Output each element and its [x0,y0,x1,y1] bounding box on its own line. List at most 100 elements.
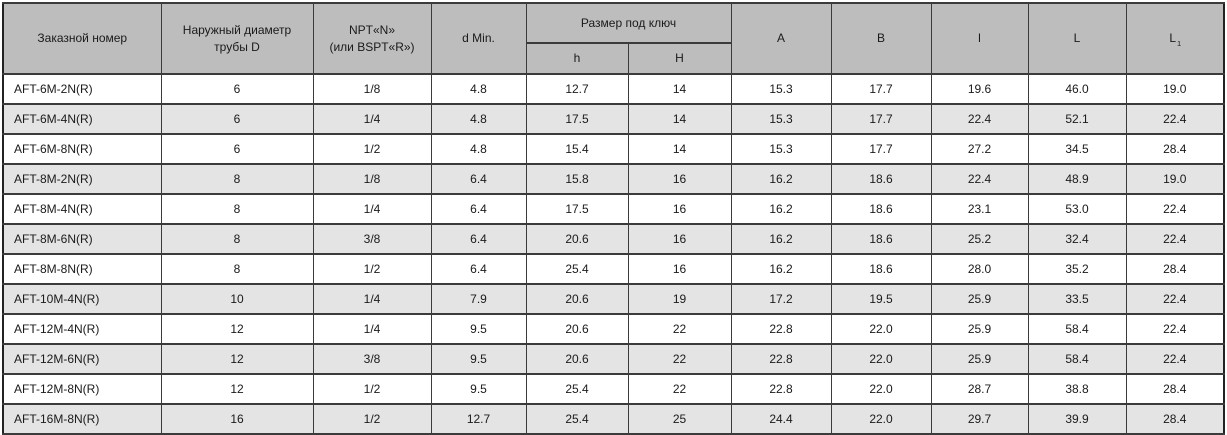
order-number-cell: AFT-16M-8N(R) [2,403,162,435]
value-cell: 25.9 [930,343,1029,375]
value-cell: 28.4 [1125,373,1225,405]
table-row: AFT-16M-8N(R) 16 1/2 12.7 25.4 25 24.4 22.0 29.7… [2,403,1225,435]
value-cell: 15.3 [730,73,832,105]
value-cell: 8 [160,253,314,285]
value-cell: 22.0 [830,403,932,435]
value-cell: 22.4 [1125,313,1225,345]
value-cell: 28.4 [1125,403,1225,435]
value-cell: 25.2 [930,223,1029,255]
value-cell: 7.9 [430,283,527,315]
value-cell: 4.8 [430,73,527,105]
value-cell: 1/4 [312,193,432,225]
order-number-cell: AFT-12M-4N(R) [2,313,162,345]
value-cell: 16 [627,163,732,195]
value-cell: 16.2 [730,253,832,285]
value-cell: 22.4 [930,103,1029,135]
order-number-cell: AFT-6M-4N(R) [2,103,162,135]
value-cell: 9.5 [430,313,527,345]
order-number-cell: AFT-8M-8N(R) [2,253,162,285]
value-cell: 29.7 [930,403,1029,435]
header-dim-b: B [830,2,932,75]
value-cell: 19.0 [1125,163,1225,195]
value-cell: 6 [160,103,314,135]
value-cell: 24.4 [730,403,832,435]
value-cell: 25.9 [930,283,1029,315]
value-cell: 38.8 [1027,373,1127,405]
value-cell: 15.3 [730,103,832,135]
value-cell: 22.0 [830,343,932,375]
value-cell: 25.4 [525,373,629,405]
value-cell: 14 [627,133,732,165]
value-cell: 17.7 [830,73,932,105]
value-cell: 17.5 [525,193,629,225]
value-cell: 8 [160,193,314,225]
value-cell: 6 [160,73,314,105]
value-cell: 32.4 [1027,223,1127,255]
value-cell: 46.0 [1027,73,1127,105]
value-cell: 22.8 [730,343,832,375]
header-wrench-size: Размер под ключ [525,2,732,44]
value-cell: 1/2 [312,253,432,285]
table-row: AFT-8M-2N(R) 8 1/8 6.4 15.8 16 16.2 18.6 22.4 48.… [2,163,1225,195]
value-cell: 6.4 [430,253,527,285]
value-cell: 19 [627,283,732,315]
value-cell: 1/8 [312,73,432,105]
header-d-min: d Min. [430,2,527,75]
table-row: AFT-6M-2N(R) 6 1/8 4.8 12.7 14 15.3 17.7 19.6 46.… [2,73,1225,105]
table-row: AFT-12M-8N(R) 12 1/2 9.5 25.4 22 22.8 22.0 28.7 3… [2,373,1225,405]
value-cell: 28.7 [930,373,1029,405]
dim-l1-subscript: 1 [1177,39,1182,49]
value-cell: 8 [160,163,314,195]
header-dim-a: A [730,2,832,75]
value-cell: 1/8 [312,163,432,195]
value-cell: 14 [627,103,732,135]
table-row: AFT-12M-6N(R) 12 3/8 9.5 20.6 22 22.8 22.0 25.9 5… [2,343,1225,375]
value-cell: 17.2 [730,283,832,315]
value-cell: 17.7 [830,103,932,135]
value-cell: 52.1 [1027,103,1127,135]
value-cell: 18.6 [830,253,932,285]
value-cell: 19.5 [830,283,932,315]
value-cell: 22.4 [1125,283,1225,315]
value-cell: 14 [627,73,732,105]
value-cell: 12.7 [525,73,629,105]
value-cell: 22.4 [1125,103,1225,135]
header-dim-l: L [1027,2,1127,75]
value-cell: 1/2 [312,133,432,165]
value-cell: 25.4 [525,253,629,285]
value-cell: 18.6 [830,163,932,195]
value-cell: 8 [160,223,314,255]
value-cell: 23.1 [930,193,1029,225]
value-cell: 9.5 [430,373,527,405]
order-number-cell: AFT-10M-4N(R) [2,283,162,315]
value-cell: 48.9 [1027,163,1127,195]
value-cell: 58.4 [1027,343,1127,375]
header-npt: NPT«N» (или BSPT«R») [312,2,432,75]
value-cell: 22.0 [830,313,932,345]
header-dim-l-small: l [930,2,1029,75]
value-cell: 16 [160,403,314,435]
value-cell: 22.4 [1125,193,1225,225]
value-cell: 10 [160,283,314,315]
value-cell: 25.4 [525,403,629,435]
value-cell: 25.9 [930,313,1029,345]
value-cell: 28.4 [1125,133,1225,165]
value-cell: 15.8 [525,163,629,195]
value-cell: 19.6 [930,73,1029,105]
value-cell: 1/2 [312,403,432,435]
value-cell: 9.5 [430,343,527,375]
order-number-cell: AFT-6M-8N(R) [2,133,162,165]
value-cell: 22.8 [730,373,832,405]
value-cell: 33.5 [1027,283,1127,315]
value-cell: 20.6 [525,343,629,375]
value-cell: 6.4 [430,193,527,225]
value-cell: 17.7 [830,133,932,165]
table-row: AFT-6M-8N(R) 6 1/2 4.8 15.4 14 15.3 17.7 27.2 34.… [2,133,1225,165]
value-cell: 22.0 [830,373,932,405]
value-cell: 16 [627,253,732,285]
table-row: AFT-6M-4N(R) 6 1/4 4.8 17.5 14 15.3 17.7 22.4 52.… [2,103,1225,135]
header-wrench-h-cap: H [627,42,732,75]
value-cell: 16 [627,193,732,225]
value-cell: 6.4 [430,223,527,255]
value-cell: 22 [627,313,732,345]
